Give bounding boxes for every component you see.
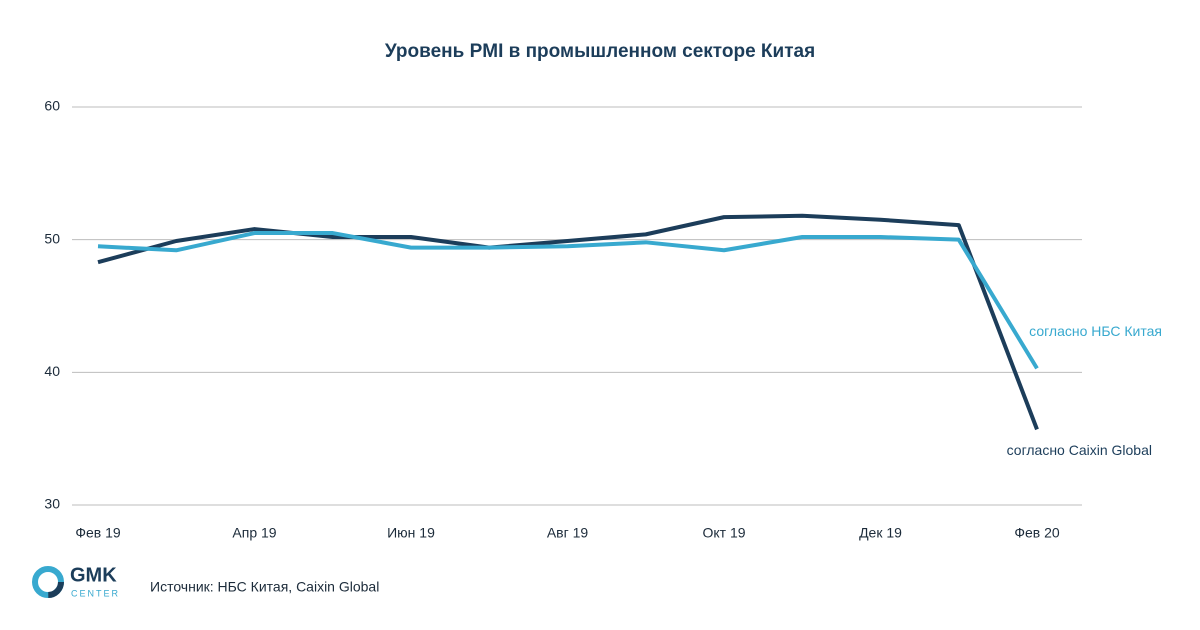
x-tick-label: Июн 19: [387, 525, 435, 541]
series-line: [97, 231, 1039, 370]
y-tick-label: 60: [44, 98, 60, 114]
series-line: [97, 213, 1039, 431]
y-tick-label: 40: [44, 363, 60, 379]
series-label: согласно НБС Китая: [1029, 323, 1162, 339]
source: Источник: НБС Китая, Caixin Global: [150, 579, 379, 595]
y-tick-label: 30: [44, 496, 60, 512]
logo-name: GMK: [70, 564, 117, 586]
x-tick-label: Апр 19: [232, 525, 276, 541]
x-tick-label: Дек 19: [859, 525, 902, 541]
y-tick-label: 50: [44, 230, 60, 246]
x-tick-label: Окт 19: [702, 525, 745, 541]
series-label: согласно Caixin Global: [1007, 442, 1152, 458]
x-tick-label: Авг 19: [547, 525, 589, 541]
chart-title: Уровень PMI в промышленном секторе Китая: [385, 41, 815, 62]
logo-arc: [32, 566, 64, 598]
logo-sub: CENTER: [71, 588, 120, 598]
x-tick-label: Фев 20: [1014, 525, 1060, 541]
x-tick-label: Фев 19: [75, 525, 121, 541]
logo: GMK CENTER: [32, 564, 120, 598]
